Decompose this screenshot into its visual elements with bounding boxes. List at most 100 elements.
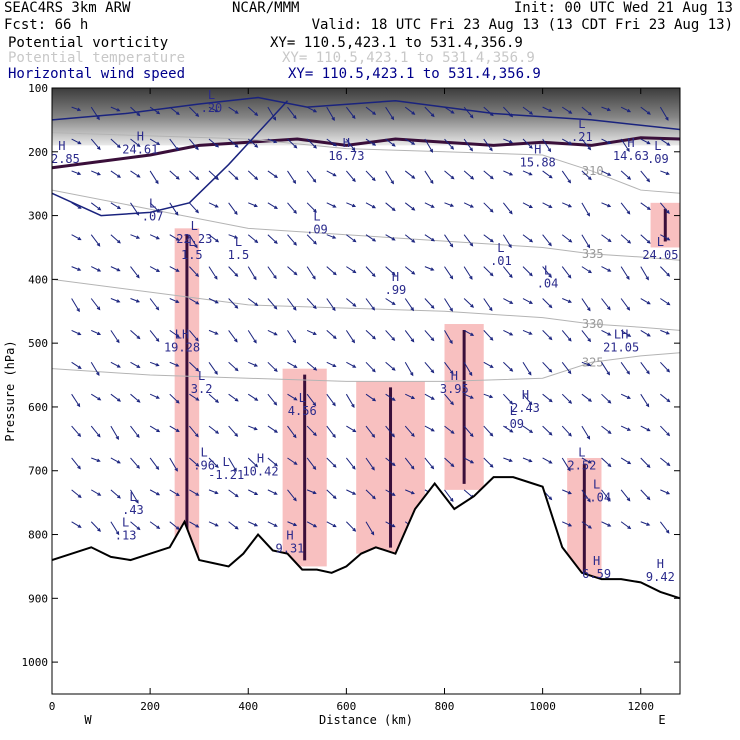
wind-vector-399 [620,329,631,337]
y-tick-label-7: 800 [28,529,48,542]
hl-letter-26: H [257,452,264,466]
wind-vector-430 [660,425,670,436]
wind-vector-296 [483,170,494,180]
hl-value-9: 15.88 [520,155,556,169]
wind-vector-377 [581,521,592,529]
wind-vector-189 [326,330,337,339]
wind-vector-98 [208,106,219,113]
wind-vector-292 [463,489,474,499]
wind-vector-head-81 [174,467,178,472]
wind-vector-head-223 [370,531,375,536]
wind-vector-322 [522,106,533,115]
wind-vector-head-323 [529,145,533,149]
wind-vector-208 [346,489,356,495]
wind-vector-head-63 [155,338,160,343]
wind-vector-head-352 [567,179,572,184]
wind-vector-head-16 [96,171,101,176]
wind-vector-head-192 [332,434,336,439]
wind-vector-336 [542,106,552,112]
wind-vector-91 [188,330,199,342]
wind-vector-123 [228,457,237,472]
wind-vector-323 [522,138,533,149]
wind-vector-head-243 [411,271,416,275]
wind-vector-head-421 [666,142,671,146]
wind-vector-432 [660,489,670,495]
wind-vector-head-191 [332,402,336,407]
wind-vector-head-268 [450,175,455,180]
wind-vector-head-26 [97,492,102,496]
hl-value-17: 21.05 [603,340,639,354]
wind-vector-head-49 [136,335,141,340]
wind-vector-head-25 [96,458,101,462]
wind-vector-head-110 [214,490,219,495]
wind-vector-38 [110,425,119,440]
wind-vector-head-427 [665,331,670,335]
wind-vector-head-168 [313,109,318,113]
wind-vector-94 [188,425,199,437]
wind-vector-257 [424,266,434,271]
wind-vector-head-137 [254,463,259,468]
wind-vector-422 [660,170,670,175]
wind-vector-head-343 [548,336,553,341]
hl-value-29: .43 [122,503,144,517]
wind-vector-220 [365,425,375,438]
wind-vector-97 [189,521,199,528]
wind-vector-head-150 [274,429,278,433]
wind-vector-head-215 [371,273,376,278]
wind-vector-head-130 [254,239,259,244]
forecast-hour: Fcst: 66 h [4,17,88,33]
wind-vector-head-195 [332,523,337,528]
wind-vector-230 [385,298,396,305]
wind-vector-68 [149,489,160,496]
wind-vector-head-351 [568,141,573,145]
wind-vector-head-193 [332,463,337,468]
wind-vector-head-188 [332,307,336,312]
hl-letter-28: L [593,477,600,491]
wind-vector-head-203 [351,339,356,344]
wind-vector-head-221 [371,466,375,471]
y-tick-label-8: 900 [28,592,48,605]
wind-vector-head-312 [508,244,512,249]
wind-vector-head-267 [450,145,455,150]
wind-vector-head-74 [175,237,180,241]
wind-vector-25 [91,457,100,462]
axes: 0 200 400 600 800 1000 1200 100 200 300 400 500 600 7… [22,82,680,713]
wind-vector-342 [542,298,553,308]
wind-vector-280 [463,106,474,118]
wind-vector-head-324 [528,172,533,176]
y-axis-label: Pressure (hPa) [3,340,17,441]
wind-vector-head-135 [254,397,259,401]
x-axis-label: Distance (km) [319,713,413,727]
x-tick-label-4: 800 [435,700,455,713]
wind-vector-96 [189,489,199,496]
wind-vector-225 [385,138,396,147]
wind-vector-head-71 [175,147,179,152]
wind-vector-404 [620,489,631,501]
wind-vector-head-68 [156,492,161,496]
wind-vector-315 [503,329,513,336]
wind-vector-28 [110,106,120,112]
wind-vector-178 [306,425,317,436]
wind-vector-head-385 [607,332,612,336]
wind-vector-131 [247,266,257,280]
wind-vector-411 [640,266,649,280]
wind-vector-211 [365,138,376,146]
wind-vector-95 [189,457,199,467]
wind-vector-172 [306,234,317,245]
wind-vector-165 [287,457,297,465]
wind-vector-325 [522,202,533,208]
wind-vector-21 [91,329,101,335]
wind-vector-199 [346,202,356,207]
wind-vector-246 [404,362,414,376]
wind-vector-146 [267,298,277,310]
wind-vector-head-398 [626,306,631,311]
wind-vector-head-147 [273,332,278,336]
wind-vector-head-173 [312,275,316,280]
wind-vector-139 [248,521,258,527]
hl-letter-27: L [578,445,585,459]
wind-vector-127 [247,138,258,148]
hl-value-28: -.04 [582,490,611,504]
hl-value-21: 3.95 [440,382,469,396]
wind-vector-head-341 [548,274,552,279]
wind-vector-head-285 [469,275,473,280]
